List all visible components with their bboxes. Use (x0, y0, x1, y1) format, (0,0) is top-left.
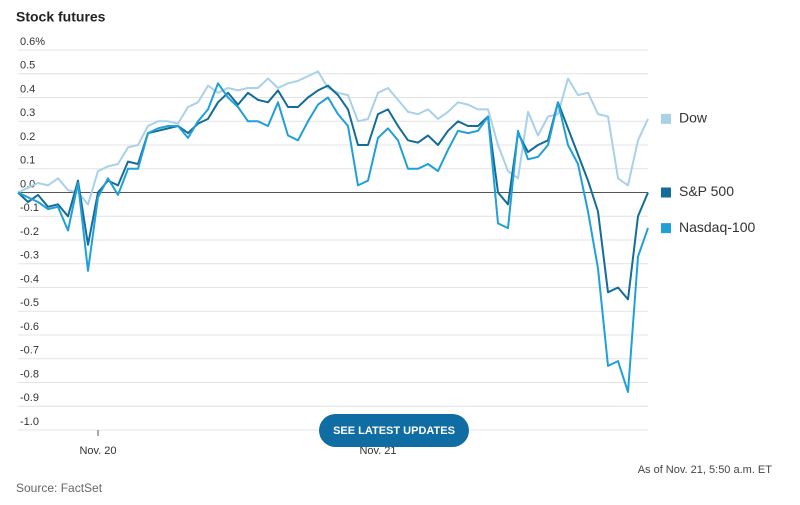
y-tick-label: 0.1 (20, 155, 35, 167)
series-line (17, 84, 649, 301)
y-tick-label: 0.2 (20, 131, 35, 143)
y-tick-label: 0.6% (20, 36, 45, 48)
y-tick-label: -0.8 (20, 368, 39, 380)
y-tick-label: 0.3 (20, 107, 35, 119)
y-tick-label: 0.4 (20, 83, 35, 95)
legend-swatch (661, 223, 671, 234)
x-tick-label: Nov. 20 (79, 445, 116, 457)
y-tick-label: -0.4 (20, 273, 39, 285)
y-tick-label: 0.5 (20, 60, 35, 72)
legend-label: Dow (679, 110, 708, 126)
x-tick-label: Nov. 21 (359, 445, 396, 457)
y-tick-label: -0.2 (20, 226, 39, 238)
see-latest-button[interactable]: SEE LATEST UPDATES (319, 414, 469, 447)
y-tick-label: -0.5 (20, 297, 39, 309)
legend-label: S&P 500 (679, 183, 734, 199)
y-tick-label: -0.6 (20, 321, 39, 333)
y-tick-label: -0.1 (20, 202, 39, 214)
y-tick-label: -1.0 (20, 416, 39, 428)
chart-title: Stock futures (16, 9, 106, 25)
y-tick-label: -0.7 (20, 345, 39, 357)
y-tick-label: -0.3 (20, 250, 39, 262)
legend-swatch (661, 113, 671, 124)
annotation: As of Nov. 21, 5:50 a.m. ET (638, 464, 773, 476)
y-tick-label: 0.0 (20, 178, 35, 190)
legend-swatch (661, 187, 671, 198)
legend-label: Nasdaq-100 (679, 219, 755, 235)
series-line (17, 82, 649, 393)
y-tick-label: -0.9 (20, 392, 39, 404)
source: Source: FactSet (16, 481, 103, 495)
